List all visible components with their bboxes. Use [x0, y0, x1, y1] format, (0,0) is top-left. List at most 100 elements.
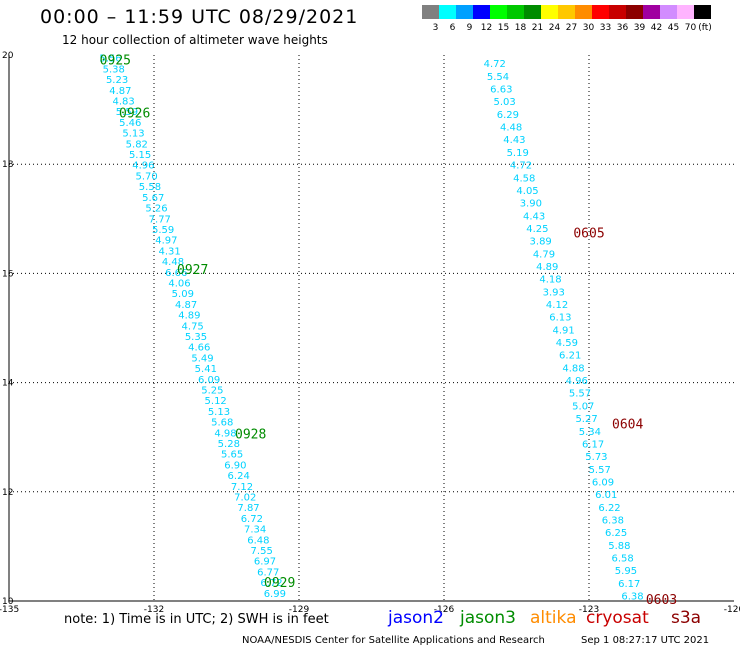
wave-height-value: 4.12	[546, 300, 568, 311]
color-swatch	[677, 5, 694, 19]
satellite-name-jason2: jason2	[388, 608, 444, 628]
wave-height-value: 5.38	[103, 64, 125, 75]
wave-height-value: 6.63	[490, 85, 512, 96]
latitude-tick-label: 18	[2, 160, 14, 170]
wave-height-value: 6.38	[621, 592, 643, 603]
wave-height-value: 5.03	[493, 97, 515, 108]
latitude-tick-label: 20	[2, 51, 14, 61]
longitude-tick-label: -129	[289, 605, 310, 615]
wave-height-value: 6.13	[549, 313, 571, 324]
wave-height-value: 6.90	[224, 460, 246, 471]
wave-height-value: 5.54	[487, 72, 509, 83]
color-swatch	[473, 5, 490, 19]
wave-height-value: 5.28	[218, 439, 240, 450]
pass-time-label: 0929	[264, 576, 295, 591]
color-scale-label: 6	[449, 23, 456, 33]
color-swatch	[422, 5, 439, 19]
wave-height-value: 4.18	[539, 275, 561, 286]
wave-height-value: 5.57	[589, 465, 611, 476]
wave-height-value: 5.12	[205, 396, 227, 407]
wave-height-value: 4.58	[513, 173, 535, 184]
wave-height-value: 5.56	[99, 54, 121, 65]
wave-height-value: 4.31	[159, 246, 181, 257]
latitude-tick-label: 14	[2, 379, 14, 389]
wave-height-value: 4.89	[178, 311, 200, 322]
wave-height-value: 5.49	[191, 353, 213, 364]
wave-height-value: 5.59	[152, 225, 174, 236]
units-note: note: 1) Time is in UTC; 2) SWH is in fe…	[64, 612, 329, 627]
wave-height-value: 6.66	[165, 268, 187, 279]
longitude-tick-label: -120	[724, 605, 740, 615]
wave-height-value: 4.05	[516, 186, 538, 197]
color-scale-label: 12	[480, 23, 493, 33]
color-swatch	[524, 5, 541, 19]
wave-height-value: 4.75	[182, 321, 204, 332]
track-cryosat: 4.725.546.635.036.294.484.435.194.724.58…	[484, 59, 678, 608]
wave-height-value: 6.09	[592, 477, 614, 488]
wave-height-value: 7.87	[237, 503, 259, 514]
wave-height-value: 5.26	[145, 204, 167, 215]
wave-height-value: 5.67	[142, 193, 164, 204]
wave-height-value: 5.23	[106, 75, 128, 86]
color-swatch	[456, 5, 473, 19]
map-title: 00:00 – 11:59 UTC 08/29/2021	[40, 6, 359, 28]
wave-height-value: 4.48	[500, 123, 522, 134]
wave-height-value: 7.02	[234, 492, 256, 503]
wave-height-value: 4.98	[214, 428, 236, 439]
wave-height-value: 5.73	[585, 452, 607, 463]
satellite-name-s3a: s3a	[671, 608, 702, 628]
pass-time-label: 0603	[646, 593, 677, 608]
wave-height-value: 5.13	[122, 129, 144, 140]
latitude-tick-label: 12	[2, 488, 13, 498]
wave-height-value: 4.87	[109, 86, 131, 97]
color-swatch	[660, 5, 677, 19]
longitude-tick-label: -135	[0, 605, 19, 615]
wave-height-value: 4.72	[484, 59, 506, 70]
wave-height-value: 4.06	[168, 278, 190, 289]
color-swatch	[609, 5, 626, 19]
wave-height-value: 6.09	[198, 375, 220, 386]
satellite-name-cryosat: cryosat	[586, 608, 649, 628]
wave-height-value: 4.89	[536, 262, 558, 273]
color-scale-label: 15	[497, 23, 510, 33]
wave-height-value: 6.77	[257, 567, 279, 578]
wave-height-value: 6.24	[228, 471, 250, 482]
wave-height-value: 7.34	[244, 525, 266, 536]
latitude-tick-label: 10	[2, 597, 14, 607]
color-swatch	[541, 5, 558, 19]
wave-height-value: 6.38	[602, 515, 624, 526]
pass-time-label: 0926	[119, 106, 150, 121]
wave-height-value: 4.72	[510, 161, 532, 172]
color-swatch	[439, 5, 456, 19]
color-swatch	[643, 5, 660, 19]
lat-lon-grid	[9, 55, 734, 601]
wave-height-value: 6.21	[559, 351, 581, 362]
credit-line: NOAA/NESDIS Center for Satellite Applica…	[242, 635, 545, 646]
color-scale-label: 30	[582, 23, 595, 33]
wave-height-value: 3.89	[530, 237, 552, 248]
map-subtitle: 12 hour collection of altimeter wave hei…	[62, 33, 328, 47]
pass-time-label: 0605	[573, 226, 604, 241]
wave-height-value: 6.72	[260, 578, 282, 589]
color-swatch	[694, 5, 711, 19]
wave-height-value: 4.97	[155, 236, 177, 247]
color-swatch	[490, 5, 507, 19]
pass-time-label: 0604	[612, 418, 643, 433]
wave-height-value: 5.95	[615, 566, 637, 577]
wave-height-value: 4.25	[526, 224, 548, 235]
wave-height-value: 6.72	[241, 514, 263, 525]
wave-height-value: 6.25	[605, 528, 627, 539]
satellite-name-altika: altika	[530, 608, 577, 628]
color-scale-label: 9	[466, 23, 473, 33]
color-scale-label: 70	[684, 23, 697, 33]
color-scale-label: 42	[650, 23, 663, 33]
wave-height-value: 6.17	[582, 439, 604, 450]
color-scale-label: 45	[667, 23, 680, 33]
wave-height-value: 5.58	[139, 182, 161, 193]
axis-tick-labels: -135 -132 -129 -126 -123 -120 20 18 16 14 12 10	[0, 51, 740, 615]
color-scale-label: 18	[514, 23, 527, 33]
wave-height-value: 5.68	[211, 418, 233, 429]
color-scale-label: 39	[633, 23, 646, 33]
track-jason3: 5.565.385.234.874.835.595.465.135.825.15…	[99, 53, 295, 599]
